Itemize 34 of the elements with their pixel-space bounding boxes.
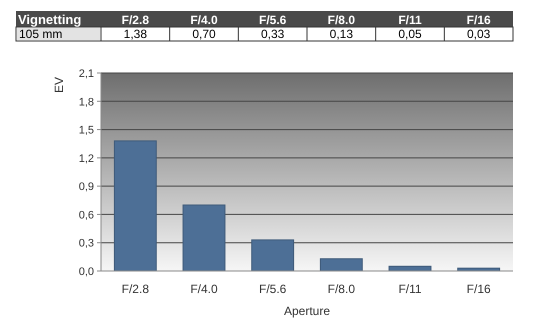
bar bbox=[320, 258, 363, 272]
chart-subtitle: 105 mm bbox=[19, 27, 62, 41]
x-tick-label: F/8.0 bbox=[328, 282, 356, 296]
category-label: F/8.0 bbox=[328, 13, 356, 27]
data-label: 0,33 bbox=[260, 27, 285, 41]
y-tick-label: 1,8 bbox=[78, 96, 94, 108]
y-tick-label: 1,2 bbox=[78, 152, 94, 165]
x-tick-label: F/11 bbox=[398, 282, 422, 296]
x-axis-title: Aperture bbox=[284, 304, 330, 318]
data-label: 0,70 bbox=[192, 27, 216, 41]
y-axis-title: EV bbox=[52, 76, 66, 94]
category-label: F/4.0 bbox=[190, 13, 218, 27]
y-tick-label: 0,9 bbox=[78, 181, 94, 194]
category-label: F/2.8 bbox=[122, 13, 150, 27]
data-label: 0,05 bbox=[398, 27, 422, 41]
category-label: F/11 bbox=[398, 13, 422, 27]
bar bbox=[182, 204, 226, 272]
chart-title: Vignetting bbox=[18, 12, 82, 27]
data-label: 0,03 bbox=[466, 27, 491, 41]
bar bbox=[251, 239, 294, 272]
x-tick-label: F/5.6 bbox=[258, 282, 287, 296]
bar bbox=[114, 140, 157, 272]
y-tick-label: 0,3 bbox=[78, 238, 94, 250]
y-tick-label: 1,5 bbox=[78, 124, 94, 137]
x-tick-label: F/4.0 bbox=[190, 282, 218, 296]
category-label: F/16 bbox=[466, 13, 491, 27]
data-label: 0,13 bbox=[330, 27, 354, 41]
y-tick-label: 0,6 bbox=[78, 209, 94, 222]
category-label: F/5.6 bbox=[258, 13, 286, 27]
x-tick-label: F/2.8 bbox=[122, 282, 150, 296]
y-tick-label: 2,1 bbox=[78, 68, 94, 80]
y-tick-label: 0,0 bbox=[78, 266, 94, 278]
data-label: 1,38 bbox=[124, 27, 148, 41]
x-tick-label: F/16 bbox=[466, 282, 491, 296]
